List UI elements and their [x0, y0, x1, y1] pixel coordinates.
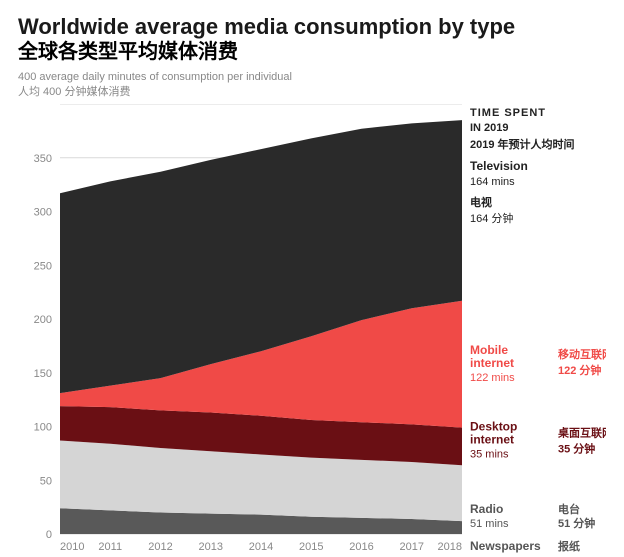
x-tick: 2018 — [438, 541, 462, 553]
x-tick: 2010 — [60, 541, 84, 553]
x-tick: 2013 — [199, 541, 223, 553]
svg-text:2019 年预计人均时间: 2019 年预计人均时间 — [470, 137, 575, 151]
x-tick: 2014 — [249, 541, 273, 553]
chart-svg: TIME SPENT IN 2019 2019 年预计人均时间 0 50 100 150 20… — [18, 104, 606, 556]
y-tick: 0 — [46, 529, 52, 541]
y-tick: 300 — [34, 206, 52, 218]
mins-zh-television: 164 分钟 — [470, 211, 513, 225]
y-tick: 50 — [40, 475, 52, 487]
mins-desktop: 35 mins — [470, 448, 509, 460]
y-tick: 250 — [34, 260, 52, 272]
mins-television: 164 mins — [470, 176, 515, 188]
y-tick: 200 — [34, 314, 52, 326]
title-zh: 全球各类型平均媒体消费 — [18, 41, 606, 64]
x-tick: 2012 — [148, 541, 172, 553]
y-tick: 350 — [34, 153, 52, 165]
label-zh-desktop: 桌面互联网 — [557, 425, 606, 439]
label2-mobile: internet — [470, 356, 514, 370]
chart: TIME SPENT IN 2019 2019 年预计人均时间 0 50 100 150 20… — [18, 104, 606, 556]
y-tick: 150 — [34, 368, 52, 380]
label-zh-mobile: 移动互联网 — [558, 347, 606, 361]
label-radio: Radio — [470, 502, 503, 516]
x-tick: 2015 — [299, 541, 323, 553]
label-zh-newspapers: 报纸 — [558, 539, 580, 553]
label-zh-radio: 电台 — [558, 502, 580, 516]
label-television: Television — [470, 159, 528, 173]
mins-zh-radio: 51 分钟 — [558, 516, 595, 530]
label2-desktop: internet — [470, 432, 514, 446]
x-tick: 2016 — [349, 541, 373, 553]
label-zh-television: 电视 — [470, 195, 492, 209]
mins-zh-desktop: 35 分钟 — [558, 441, 595, 455]
label-desktop: Desktop — [470, 419, 517, 433]
mins-radio: 51 mins — [470, 518, 509, 530]
svg-text:IN 2019: IN 2019 — [470, 122, 509, 134]
x-tick: 2011 — [98, 541, 122, 553]
title-en: Worldwide average media consumption by t… — [18, 14, 606, 39]
y-tick: 100 — [34, 421, 52, 433]
label-newspapers: Newspapers — [470, 539, 541, 553]
subtitle-zh: 人均 400 分钟媒体消费 — [18, 85, 606, 100]
svg-text:TIME SPENT: TIME SPENT — [470, 107, 546, 119]
mins-zh-mobile: 122 分钟 — [558, 363, 601, 377]
x-tick: 2017 — [400, 541, 424, 553]
subtitle-en: 400 average daily minutes of consumption… — [18, 70, 606, 85]
label-mobile: Mobile — [470, 343, 508, 357]
mins-mobile: 122 mins — [470, 372, 515, 384]
